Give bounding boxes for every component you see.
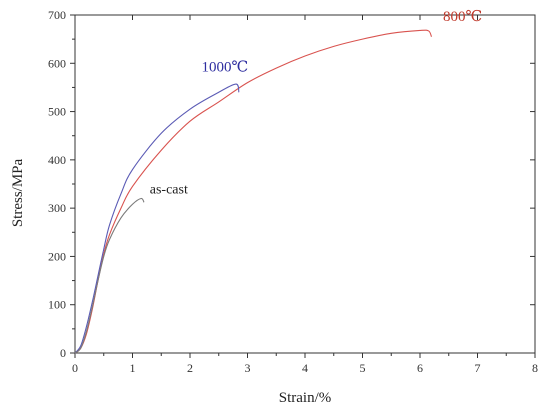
series-labels: 800℃ 1000℃ as-cast [150, 9, 483, 198]
y-tick-label: 400 [48, 153, 66, 167]
y-tick-label: 100 [48, 298, 66, 312]
y-tick-label: 0 [60, 346, 66, 360]
x-tick-label: 2 [187, 361, 193, 375]
y-tick-label: 200 [48, 249, 66, 263]
plot-frame [74, 14, 536, 354]
series-label: 1000℃ [202, 59, 249, 75]
x-tick-label: 4 [302, 361, 308, 375]
series-label: 800℃ [443, 9, 482, 25]
y-axis-ticks: 0 100 200 300 400 500 600 700 [48, 8, 535, 360]
x-tick-label: 8 [532, 361, 538, 375]
y-tick-label: 300 [48, 201, 66, 215]
series-line-800 [74, 29, 433, 354]
series-layer [74, 29, 433, 354]
y-tick-label: 700 [48, 8, 66, 22]
y-tick-label: 600 [48, 56, 66, 70]
series-label: as-cast [150, 183, 188, 198]
x-tick-label: 3 [245, 361, 251, 375]
y-axis-label: Stress/MPa [10, 158, 26, 227]
x-axis-ticks: 0 1 2 3 4 5 6 7 8 [72, 15, 538, 375]
x-tick-label: 5 [360, 361, 366, 375]
x-tick-label: 1 [130, 361, 136, 375]
x-tick-label: 7 [475, 361, 481, 375]
series-line-as-cast [74, 197, 145, 354]
x-axis-label: Strain/% [279, 390, 332, 406]
plot-area [74, 14, 536, 354]
x-tick-label: 6 [417, 361, 423, 375]
x-tick-label: 0 [72, 361, 78, 375]
y-tick-label: 500 [48, 105, 66, 119]
series-line-1000 [74, 83, 240, 354]
